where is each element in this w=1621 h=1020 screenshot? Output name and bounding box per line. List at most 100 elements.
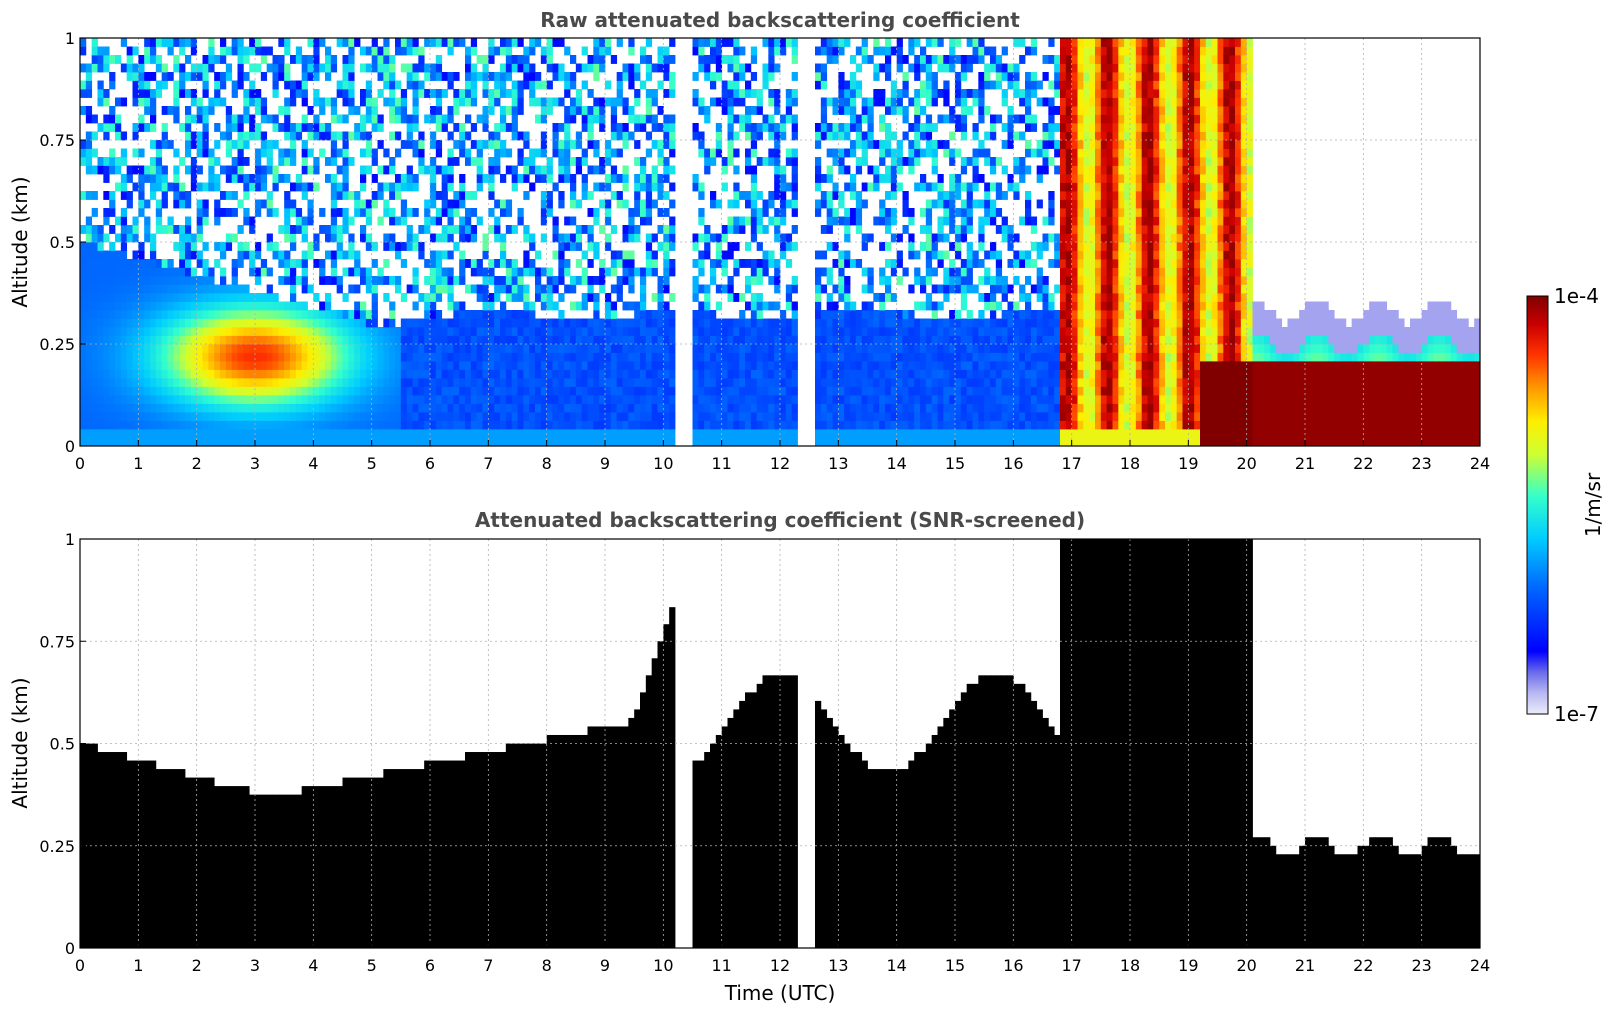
heatmap-cell <box>290 259 297 268</box>
heatmap-cell <box>91 318 98 328</box>
heatmap-cell <box>371 46 378 56</box>
heatmap-cell <box>832 352 839 362</box>
heatmap-cell <box>587 242 594 251</box>
heatmap-cell <box>785 284 793 294</box>
heatmap-cell <box>103 369 110 379</box>
heatmap-cell <box>435 412 443 421</box>
heatmap-cell <box>290 233 297 243</box>
heatmap-cell <box>138 395 145 404</box>
heatmap-cell <box>126 335 133 345</box>
heatmap-cell <box>290 378 297 387</box>
heatmap-cell <box>173 335 180 345</box>
heatmap-cell <box>575 386 583 396</box>
heatmap-cell <box>780 318 787 328</box>
heatmap-cell <box>441 114 448 124</box>
heatmap-cell <box>762 344 769 353</box>
heatmap-cell <box>914 140 921 149</box>
heatmap-cell <box>260 199 268 209</box>
heatmap-cell <box>645 131 653 141</box>
heatmap-cell <box>196 395 203 404</box>
heatmap-cell <box>371 420 378 430</box>
heatmap-cell <box>284 114 291 124</box>
heatmap-cell <box>196 182 203 192</box>
heatmap-cell <box>575 199 583 209</box>
heatmap-cell <box>943 276 950 285</box>
heatmap-cell <box>290 225 297 234</box>
heatmap-cell <box>587 123 594 132</box>
heatmap-cell <box>126 199 133 209</box>
heatmap-cell <box>791 157 798 166</box>
heatmap-cell <box>383 420 390 430</box>
heatmap-cell <box>960 72 968 81</box>
heatmap-cell <box>126 165 133 175</box>
heatmap-cell <box>360 63 367 73</box>
heatmap-cell <box>826 403 833 413</box>
heatmap-cell <box>855 63 863 73</box>
heatmap-cell <box>208 174 215 183</box>
heatmap-cell <box>494 403 501 413</box>
heatmap-cell <box>920 412 927 421</box>
heatmap-cell <box>505 199 513 209</box>
heatmap-cell <box>733 395 740 404</box>
heatmap-cell <box>663 55 670 64</box>
heatmap-cell <box>214 318 221 328</box>
heatmap-cell <box>190 174 198 183</box>
heatmap-cell <box>179 157 186 166</box>
heatmap-cell <box>943 97 950 107</box>
heatmap-cell <box>925 344 933 353</box>
heatmap-cell <box>371 403 378 413</box>
heatmap-cell <box>342 157 349 166</box>
heatmap-cell <box>220 131 227 141</box>
heatmap-cell <box>750 378 758 387</box>
heatmap-cell <box>896 386 903 396</box>
heatmap-cell <box>284 344 291 353</box>
heatmap-cell <box>371 318 378 328</box>
heatmap-cell <box>628 259 635 268</box>
heatmap-cell <box>838 420 845 430</box>
heatmap-cell <box>167 318 174 328</box>
heatmap-cell <box>389 318 396 328</box>
heatmap-cell <box>150 191 157 200</box>
heatmap-cell <box>750 403 758 413</box>
heatmap-cell <box>733 420 740 430</box>
heatmap-cell <box>616 250 623 260</box>
heatmap-cell <box>634 344 641 353</box>
heatmap-cell <box>616 89 623 98</box>
heatmap-cell <box>850 318 857 328</box>
heatmap-cell <box>330 148 338 158</box>
heatmap-cell <box>698 63 705 73</box>
heatmap-cell <box>389 165 396 175</box>
heatmap-cell <box>955 114 962 124</box>
heatmap-cell <box>430 165 437 175</box>
heatmap-cell <box>231 429 238 438</box>
heatmap-cell <box>815 63 822 73</box>
heatmap-cell <box>838 106 845 115</box>
heatmap-cell <box>815 131 822 141</box>
heatmap-cell <box>482 140 489 149</box>
heatmap-cell <box>272 327 279 336</box>
heatmap-cell <box>885 46 892 56</box>
heatmap-cell <box>820 97 828 107</box>
heatmap-cell <box>739 378 746 387</box>
heatmap-cell <box>319 301 326 311</box>
heatmap-cell <box>488 208 495 217</box>
heatmap-cell <box>435 148 443 158</box>
heatmap-cell <box>663 352 670 362</box>
heatmap-cell <box>949 106 956 115</box>
heatmap-cell <box>517 55 524 64</box>
heatmap-cell <box>546 174 553 183</box>
heatmap-cell <box>383 46 390 56</box>
heatmap-cell <box>155 216 163 226</box>
heatmap-cell <box>91 259 98 268</box>
heatmap-cell <box>780 191 787 200</box>
heatmap-cell <box>395 352 402 362</box>
heatmap-cell <box>115 276 122 285</box>
heatmap-cell <box>220 395 227 404</box>
heatmap-cell <box>103 310 110 319</box>
heatmap-cell <box>336 80 343 90</box>
heatmap-cell <box>949 191 956 200</box>
heatmap-cell <box>937 63 944 73</box>
heatmap-cell <box>167 403 174 413</box>
heatmap-cell <box>820 420 828 430</box>
heatmap-cell <box>336 437 343 447</box>
